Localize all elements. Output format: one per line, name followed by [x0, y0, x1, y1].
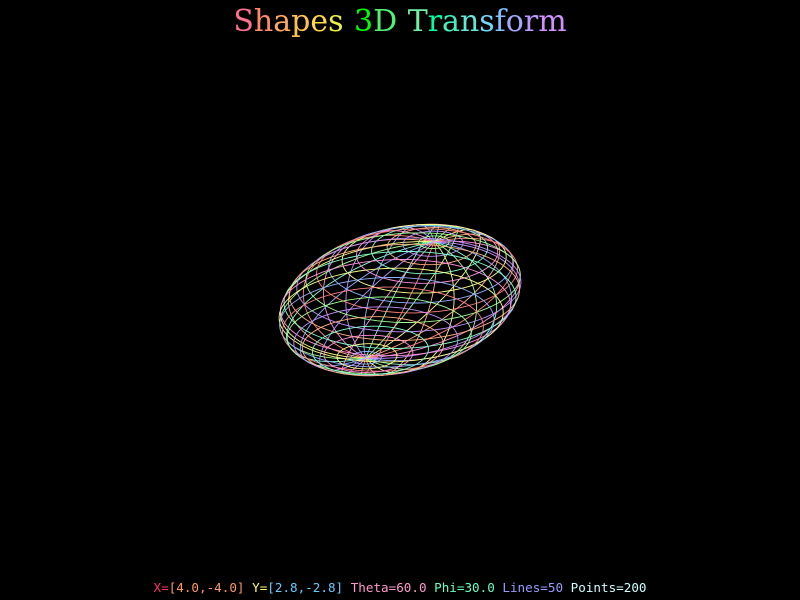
title-letter: a — [273, 4, 292, 39]
title-letter: e — [310, 4, 329, 39]
parallel-line — [283, 251, 517, 349]
status-lines: Lines=50 — [502, 580, 564, 595]
plot-title: Shapes 3D Transform — [0, 4, 800, 40]
parallel-line — [278, 267, 504, 363]
parallel-line — [293, 306, 459, 376]
parallel-line — [286, 296, 472, 375]
status-theta: Theta=60.0 — [350, 580, 427, 595]
title-letter: p — [291, 4, 311, 39]
status-phi: Phi=30.0 — [434, 580, 495, 595]
parallel-line — [386, 227, 477, 266]
parallel-line — [311, 325, 429, 376]
status-x-range: [4.0,-4.0] — [168, 580, 245, 595]
title-letter: s — [328, 4, 344, 39]
parallel-line — [301, 316, 444, 377]
parallel-line — [336, 343, 398, 370]
title-letter: o — [505, 4, 524, 39]
status-points: Points=200 — [570, 580, 647, 595]
parallel-line — [305, 232, 521, 323]
parallel-line — [350, 351, 382, 365]
status-y-range: [2.8,-2.8] — [267, 580, 344, 595]
title-letter: s — [479, 4, 495, 39]
title-letter: 3 — [354, 4, 374, 39]
status-bar: X=[4.0,-4.0] Y=[2.8,-2.8] Theta=60.0 Phi… — [0, 580, 800, 596]
title-letter: a — [442, 4, 460, 39]
parallel-line — [296, 237, 522, 333]
title-letter: h — [253, 4, 274, 39]
title-letter: T — [407, 4, 428, 39]
parallel-line — [371, 224, 489, 275]
title-letter: S — [233, 4, 254, 39]
parallel-line — [323, 334, 414, 373]
title-letter: m — [538, 4, 567, 39]
title-letter: f — [494, 4, 506, 39]
parallel-line — [328, 225, 514, 304]
status-x-prefix: X= — [153, 580, 169, 595]
parallel-line — [279, 277, 495, 368]
parallel-line — [280, 259, 512, 357]
title-letter: r — [427, 4, 443, 39]
title-letter: r — [523, 4, 539, 39]
title-letter: n — [459, 4, 480, 39]
title-letter: D — [373, 4, 398, 39]
status-y-prefix: Y= — [252, 580, 268, 595]
parallel-line — [402, 230, 464, 257]
